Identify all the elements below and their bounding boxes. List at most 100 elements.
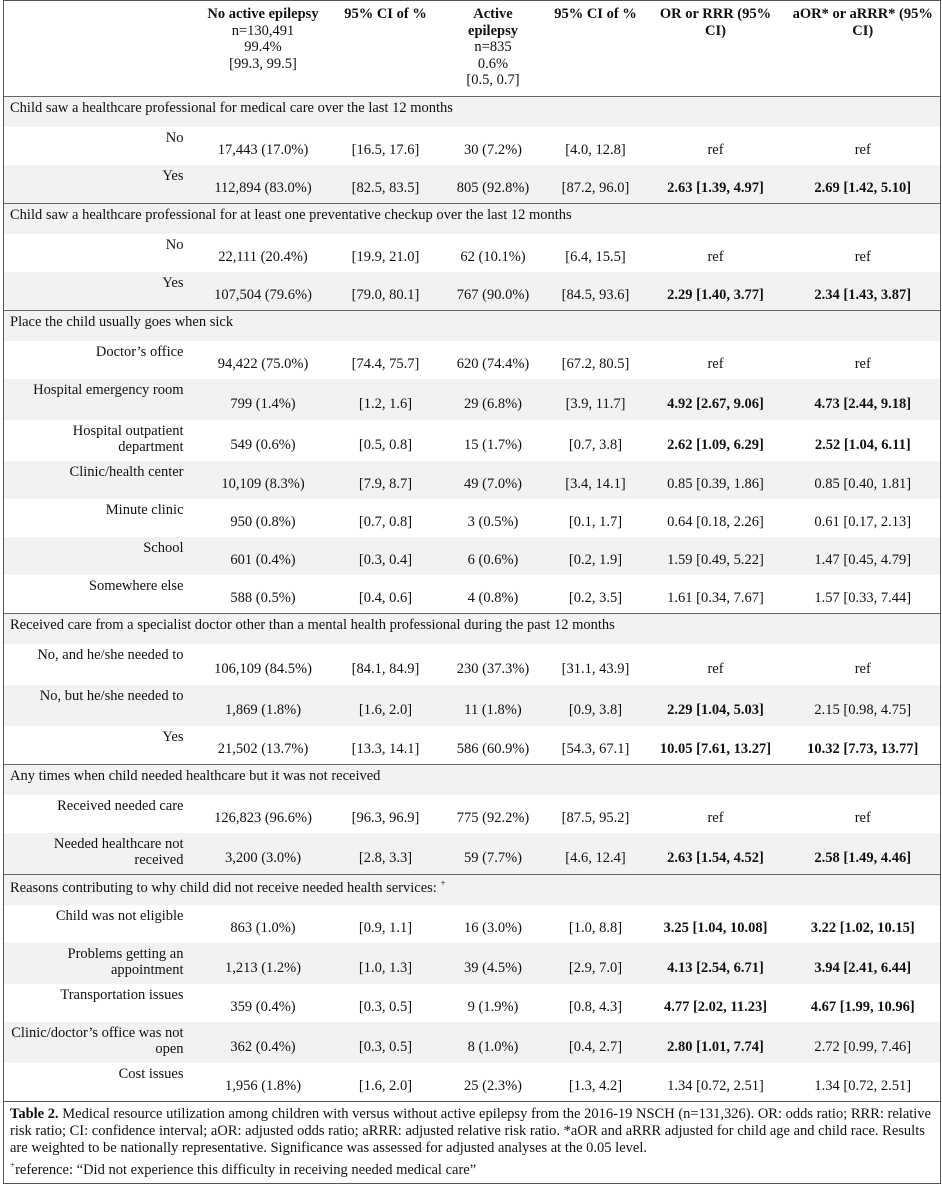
section-title-cell: Child saw a healthcare professional for … [3, 203, 941, 234]
or-value: 2.29 [1.04, 5.03] [645, 685, 786, 726]
table-row: No 22,111 (20.4%) [19.9, 21.0] 62 (10.1%) [6… [4, 234, 941, 272]
table-row: Problems getting an appointment 1,213 (1.… [3, 943, 941, 984]
table-row: Received needed care 126,823 (96.6%) [96.3… [4, 795, 941, 833]
epilepsy-ci: [31.1, 43.9] [561, 660, 630, 677]
table-row: Hospital outpatient department 549 (0.6%)… [4, 420, 941, 461]
or-value: 2.63 [1.39, 4.97] [645, 165, 786, 204]
column-header: Active epilepsy n=835 0.6% [0.5, 0.7] [440, 0, 546, 97]
aor-value: 0.61 [0.17, 2.13] [814, 514, 912, 530]
aor-value: 4.67 [1.99, 10.96] [810, 999, 915, 1015]
no-epilepsy-ci: [19.9, 21.0] [351, 249, 420, 265]
epilepsy-count: 59 (7.7%) [440, 833, 546, 875]
row-label: Somewhere else [88, 578, 184, 594]
epilepsy-count: 6 (0.6%) [440, 537, 546, 575]
results-table: No active epilepsy n=130,491 99.4% [99.3, 9… [3, 0, 941, 1184]
aor-value: 2.52 [1.04, 6.11] [814, 436, 911, 453]
column-subtitle: [99.3, 99.5] [229, 55, 297, 72]
row-label: No, and he/she needed to [37, 647, 184, 663]
row-label: No, but he/she needed to [3, 685, 196, 726]
epilepsy-ci: [0.7, 3.8] [568, 436, 623, 453]
no-epilepsy-ci: [96.3, 96.9] [351, 810, 420, 826]
epilepsy-count: 49 (7.0%) [440, 461, 546, 499]
no-epilepsy-count: 601 (0.4%) [195, 537, 331, 575]
epilepsy-ci: [67.2, 80.5] [561, 356, 630, 372]
epilepsy-ci: [0.4, 2.7] [545, 1022, 646, 1063]
epilepsy-ci: [0.9, 3.8] [545, 685, 646, 726]
column-subtitle: 99.4% [244, 39, 282, 55]
column-header [3, 0, 196, 97]
epilepsy-count: 16 (3.0%) [464, 920, 522, 936]
table-row: Needed healthcare not received 3,200 (3.0… [3, 833, 941, 875]
row-label: Yes [162, 729, 184, 745]
section-row: Child saw a healthcare professional for … [3, 96, 941, 127]
epilepsy-count: 620 (74.4%) [456, 356, 530, 372]
aor-value: ref [854, 810, 871, 826]
no-epilepsy-count: 950 (0.8%) [230, 514, 296, 530]
aor-value: 0.85 [0.40, 1.81] [785, 461, 941, 499]
row-label: Received needed care [57, 798, 184, 814]
or-value: 2.63 [1.54, 4.52] [645, 833, 786, 875]
or-value: 0.85 [0.39, 1.86] [645, 461, 786, 499]
or-value: ref [707, 356, 724, 372]
epilepsy-ci: [0.2, 1.9] [545, 537, 646, 575]
no-epilepsy-ci: [2.8, 3.3] [330, 833, 441, 875]
epilepsy-ci: [87.2, 96.0] [545, 165, 646, 204]
or-value: 2.62 [1.09, 6.29] [667, 436, 764, 453]
aor-value: ref [854, 660, 871, 677]
table-row: Cost issues 1,956 (1.8%) [1.6, 2.0] 25 (2.3… [4, 1063, 941, 1102]
no-epilepsy-ci: [0.3, 0.5] [358, 999, 413, 1015]
epilepsy-count: 3 (0.5%) [467, 514, 519, 530]
table-row: Clinic/doctor’s office was not open 362 (… [3, 1022, 941, 1063]
table-row: Clinic/health center 10,109 (8.3%) [7.9, 8… [3, 461, 941, 499]
column-header: 95% CI of % [545, 0, 646, 97]
aor-value: 2.69 [1.42, 5.10] [785, 165, 941, 204]
epilepsy-count: 767 (90.0%) [440, 272, 546, 311]
table-row: Child was not eligible 863 (1.0%) [0.9, 1.… [4, 905, 941, 943]
table-body: Child saw a healthcare professional for … [3, 96, 941, 1102]
or-value: 4.77 [2.02, 11.23] [663, 999, 768, 1015]
section-row: Place the child usually goes when sick [3, 310, 941, 341]
no-epilepsy-ci: [0.5, 0.8] [358, 436, 413, 453]
row-label: Needed healthcare not received [3, 833, 196, 875]
epilepsy-count: 775 (92.2%) [456, 810, 530, 826]
or-value: 2.80 [1.01, 7.74] [645, 1022, 786, 1063]
table-caption: Table 2. Medical resource utilization am… [3, 1101, 941, 1184]
or-value: 1.59 [0.49, 5.22] [645, 537, 786, 575]
table-row: Yes 107,504 (79.6%) [79.0, 80.1] 767 (90.0%… [3, 272, 941, 311]
epilepsy-count: 29 (6.8%) [440, 379, 546, 420]
column-subtitle: 0.6% [477, 55, 509, 72]
row-label: Problems getting an appointment [3, 943, 196, 984]
no-epilepsy-ci: [0.3, 0.4] [330, 537, 441, 575]
no-epilepsy-ci: [1.6, 2.0] [358, 1078, 413, 1094]
no-epilepsy-ci: [1.6, 2.0] [330, 685, 441, 726]
row-label: Yes [3, 165, 196, 204]
or-value: 4.13 [2.54, 6.71] [645, 943, 786, 984]
column-title: Active epilepsy [468, 6, 518, 39]
epilepsy-ci: [4.0, 12.8] [565, 142, 626, 158]
aor-value: 2.58 [1.49, 4.46] [785, 833, 941, 875]
section-title: Reasons contributing to why child did no… [10, 879, 437, 896]
row-label: Minute clinic [105, 502, 184, 518]
column-title: OR or RRR (95% CI) [659, 6, 772, 39]
no-epilepsy-ci: [79.0, 80.1] [330, 272, 441, 311]
no-epilepsy-ci: [7.9, 8.7] [330, 461, 441, 499]
no-epilepsy-ci: [0.9, 1.1] [358, 920, 413, 936]
section-title: Child saw a healthcare professional for … [10, 100, 453, 116]
epilepsy-ci: [0.8, 4.3] [568, 999, 623, 1015]
or-value: 10.05 [7.61, 13.27] [659, 741, 772, 757]
aor-value: 2.72 [0.99, 7.46] [785, 1022, 941, 1063]
epilepsy-count: 11 (1.8%) [440, 685, 546, 726]
epilepsy-count: 586 (60.9%) [456, 741, 530, 757]
aor-value: 1.57 [0.33, 7.44] [814, 590, 912, 606]
epilepsy-count: 15 (1.7%) [464, 436, 522, 453]
column-subtitle: [0.5, 0.7] [466, 72, 520, 88]
section-row: Reasons contributing to why child did no… [3, 874, 941, 905]
no-epilepsy-count: 3,200 (3.0%) [195, 833, 331, 875]
epilepsy-count: 9 (1.9%) [467, 999, 519, 1015]
no-epilepsy-count: 863 (1.0%) [230, 920, 296, 936]
section-row: Child saw a healthcare professional for … [3, 203, 941, 234]
epilepsy-ci: [2.9, 7.0] [545, 943, 646, 984]
row-label: Doctor’s office [95, 344, 184, 360]
table-header: No active epilepsy n=130,491 99.4% [99.3, 9… [3, 0, 941, 97]
or-value: 2.29 [1.40, 3.77] [645, 272, 786, 311]
